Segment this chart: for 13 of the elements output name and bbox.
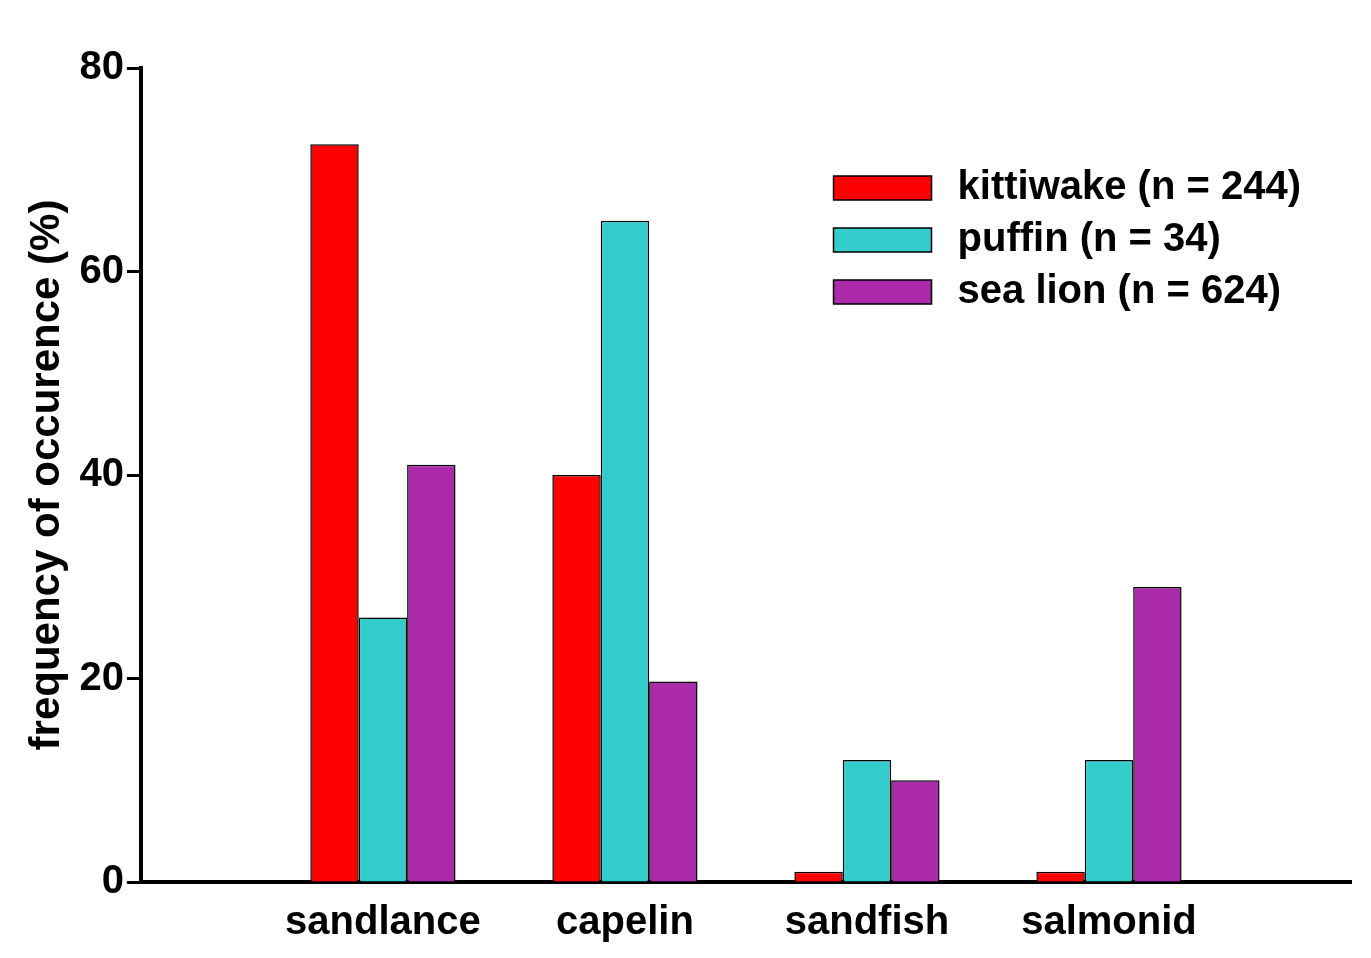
x-tick-label: sandlance <box>285 898 481 943</box>
legend-label: kittiwake (n = 244) <box>957 163 1302 208</box>
y-tick-label: 20 <box>79 653 124 698</box>
y-tick-label: 80 <box>79 43 124 88</box>
x-tick-label: sandfish <box>784 898 950 943</box>
legend-label: sea lion (n = 624) <box>957 267 1281 312</box>
x-tick-label: salmonid <box>1021 898 1197 943</box>
y-axis-title: frequency of occurence (%) <box>20 199 68 751</box>
x-tick-label: capelin <box>556 898 694 943</box>
y-tick-label: 60 <box>79 246 124 291</box>
y-tick-label: 40 <box>79 450 124 495</box>
legend-label: puffin (n = 34) <box>957 215 1221 260</box>
y-tick-label: 0 <box>101 857 124 902</box>
